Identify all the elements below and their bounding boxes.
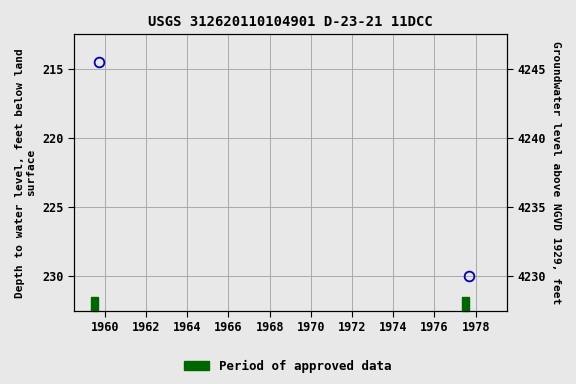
Title: USGS 312620110104901 D-23-21 11DCC: USGS 312620110104901 D-23-21 11DCC <box>148 15 433 29</box>
Legend: Period of approved data: Period of approved data <box>179 355 397 378</box>
Bar <box>91 297 98 311</box>
Bar <box>462 297 469 311</box>
Y-axis label: Groundwater level above NGVD 1929, feet: Groundwater level above NGVD 1929, feet <box>551 41 561 304</box>
Y-axis label: Depth to water level, feet below land
surface: Depth to water level, feet below land su… <box>15 48 37 298</box>
